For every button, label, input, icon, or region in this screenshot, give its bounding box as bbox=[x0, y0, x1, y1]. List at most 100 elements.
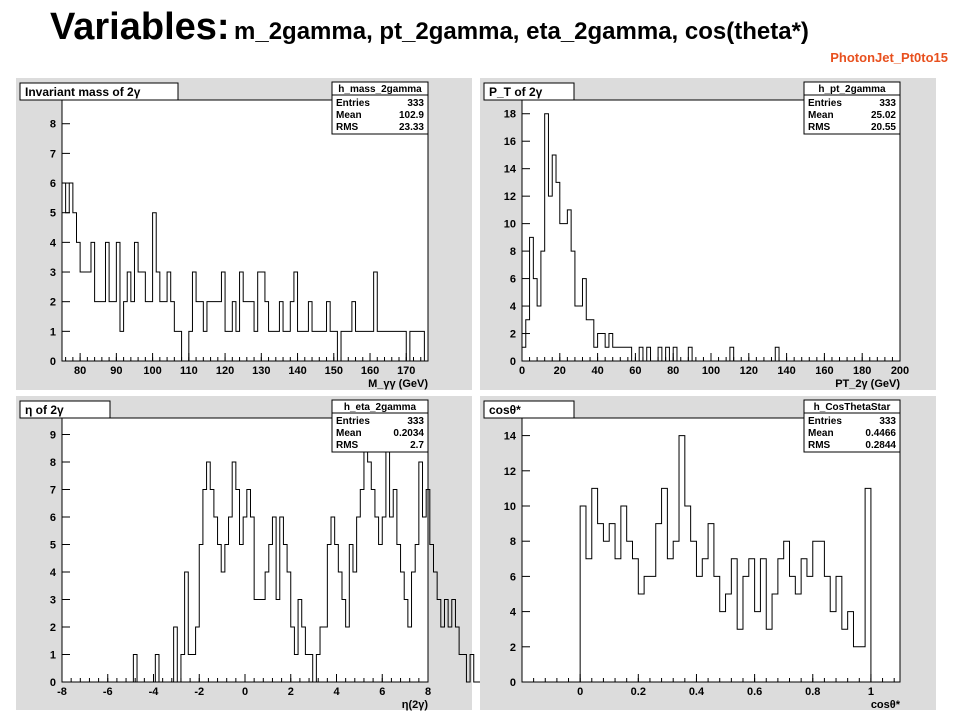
y-tick-label: 8 bbox=[510, 536, 516, 548]
y-tick-label: 6 bbox=[510, 274, 516, 286]
histogram-title: P_T of 2γ bbox=[489, 85, 543, 99]
x-tick-label: 0.6 bbox=[747, 686, 762, 698]
x-tick-label: 8 bbox=[425, 686, 431, 698]
histogram-title: Invariant mass of 2γ bbox=[25, 85, 141, 99]
histogram-title-box: Invariant mass of 2γ bbox=[19, 82, 179, 101]
x-tick-label: 2 bbox=[288, 686, 294, 698]
x-tick-label: 80 bbox=[74, 365, 86, 377]
y-tick-label: 8 bbox=[50, 457, 56, 469]
plot-frame bbox=[61, 417, 429, 683]
x-tick-label: -6 bbox=[103, 686, 113, 698]
stats-label-entries: Entries bbox=[336, 98, 370, 109]
y-tick-label: 0 bbox=[50, 677, 56, 689]
stats-hist-name: h_CosThetaStar bbox=[814, 402, 891, 413]
histogram-panel-eta: -8 -6 -4 -2 0 2 4 6 8 0 1 2 3 4 5 6 7 8 9 η(2γ) η of 2γ h_eta… bbox=[16, 396, 485, 711]
stats-value-mean: 25.02 bbox=[871, 110, 896, 121]
x-tick-label: 170 bbox=[397, 365, 415, 377]
stats-value-rms: 23.33 bbox=[399, 122, 424, 133]
y-tick-label: 0 bbox=[510, 356, 516, 368]
x-tick-label: 0 bbox=[577, 686, 583, 698]
x-tick-label: 40 bbox=[591, 365, 603, 377]
histogram-title: η of 2γ bbox=[25, 403, 64, 417]
y-tick-label: 10 bbox=[504, 501, 516, 513]
x-tick-label: 0.2 bbox=[631, 686, 646, 698]
stats-label-rms: RMS bbox=[808, 122, 831, 133]
x-tick-label: 20 bbox=[554, 365, 566, 377]
y-tick-label: 1 bbox=[50, 650, 56, 662]
stats-value-rms: 20.55 bbox=[871, 122, 896, 133]
stats-value-mean: 0.4466 bbox=[865, 428, 896, 439]
stats-value-entries: 333 bbox=[879, 98, 896, 109]
x-tick-label: 0.8 bbox=[805, 686, 820, 698]
x-tick-label: 1 bbox=[868, 686, 874, 698]
x-tick-label: 110 bbox=[180, 365, 198, 377]
y-tick-label: 7 bbox=[50, 148, 56, 160]
stats-box-frame bbox=[803, 81, 901, 135]
y-tick-label: 9 bbox=[50, 430, 56, 442]
x-tick-label: 140 bbox=[777, 365, 795, 377]
x-tick-label: 140 bbox=[288, 365, 306, 377]
y-tick-label: 2 bbox=[50, 297, 56, 309]
histogram-line bbox=[61, 182, 428, 362]
x-tick-label: 0 bbox=[519, 365, 525, 377]
title-box-frame bbox=[483, 400, 575, 419]
x-tick-label: 200 bbox=[891, 365, 909, 377]
y-tick-label: 4 bbox=[50, 567, 57, 579]
stats-label-rms: RMS bbox=[336, 440, 359, 451]
y-tick-label: 10 bbox=[504, 219, 516, 231]
stats-box: h_eta_2gamma Entries 333 Mean 0.2034 RMS 2.7 bbox=[331, 399, 429, 453]
x-tick-label: 160 bbox=[815, 365, 833, 377]
y-tick-label: 1 bbox=[50, 326, 56, 338]
plot-frame bbox=[521, 417, 901, 683]
y-tick-label: 8 bbox=[510, 246, 516, 258]
stats-hist-name: h_pt_2gamma bbox=[818, 84, 886, 95]
stats-label-entries: Entries bbox=[808, 98, 842, 109]
title-box-frame bbox=[483, 82, 575, 101]
histogram-title-box: cosθ* bbox=[483, 400, 575, 419]
stats-box: h_pt_2gamma Entries 333 Mean 25.02 RMS 20.55 bbox=[803, 81, 901, 135]
stats-label-entries: Entries bbox=[808, 416, 842, 427]
x-tick-label: 150 bbox=[325, 365, 343, 377]
y-tick-label: 14 bbox=[504, 431, 517, 443]
y-tick-label: 2 bbox=[50, 622, 56, 634]
title-box-frame bbox=[19, 400, 111, 419]
x-tick-label: 60 bbox=[629, 365, 641, 377]
stats-value-rms: 0.2844 bbox=[865, 440, 896, 451]
y-tick-label: 5 bbox=[50, 208, 56, 220]
x-tick-label: 120 bbox=[740, 365, 758, 377]
stats-value-mean: 102.9 bbox=[399, 110, 424, 121]
x-tick-label: 100 bbox=[143, 365, 161, 377]
x-axis-title: M_γγ (GeV) bbox=[368, 378, 428, 390]
histogram-title-box: η of 2γ bbox=[19, 400, 111, 419]
x-axis-title: η(2γ) bbox=[402, 699, 429, 711]
x-tick-label: 90 bbox=[110, 365, 122, 377]
stats-value-rms: 2.7 bbox=[410, 440, 424, 451]
histogram-line bbox=[107, 434, 485, 683]
y-tick-label: 18 bbox=[504, 109, 516, 121]
stats-value-entries: 333 bbox=[879, 416, 896, 427]
x-tick-label: 80 bbox=[667, 365, 679, 377]
histogram-panel-pt: 0 20 40 60 80 100 120 140 160 180 200 0 2 4 6 8 10 12 14 16… bbox=[480, 78, 936, 390]
histogram-title: cosθ* bbox=[489, 403, 521, 417]
stats-value-entries: 333 bbox=[407, 416, 424, 427]
stats-value-entries: 333 bbox=[407, 98, 424, 109]
histogram-panel-mass: 80 90 100 110 120 130 140 150 160 170 0 1 2 3 4 5 6 7 8 M_γ… bbox=[16, 78, 472, 390]
y-tick-label: 4 bbox=[510, 607, 517, 619]
stats-box: h_mass_2gamma Entries 333 Mean 102.9 RMS 23.33 bbox=[331, 81, 429, 135]
stats-value-mean: 0.2034 bbox=[393, 428, 424, 439]
y-tick-label: 12 bbox=[504, 191, 516, 203]
y-tick-label: 6 bbox=[50, 512, 56, 524]
stats-box-frame bbox=[803, 399, 901, 453]
x-tick-label: 4 bbox=[333, 686, 340, 698]
x-axis-title: cosθ* bbox=[871, 699, 901, 711]
y-tick-label: 16 bbox=[504, 136, 516, 148]
histogram-line bbox=[579, 435, 872, 682]
stats-label-entries: Entries bbox=[336, 416, 370, 427]
y-tick-label: 2 bbox=[510, 642, 516, 654]
stats-label-rms: RMS bbox=[336, 122, 359, 133]
sample-tag: PhotonJet_Pt0to15 bbox=[830, 50, 948, 65]
stats-box-frame bbox=[331, 81, 429, 135]
y-tick-label: 2 bbox=[510, 329, 516, 341]
x-axis-title: PT_2γ (GeV) bbox=[835, 378, 900, 390]
